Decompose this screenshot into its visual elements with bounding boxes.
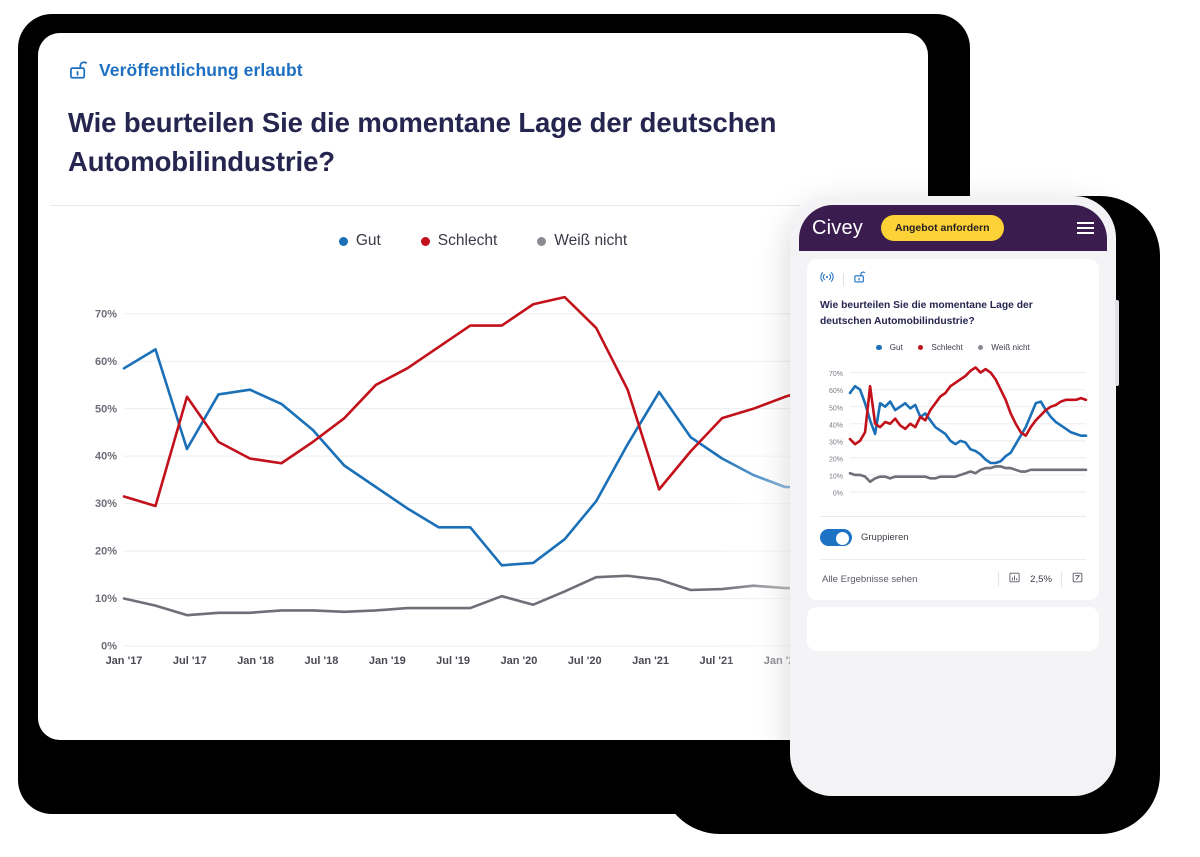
legend-item-gut[interactable]: Gut: [338, 232, 381, 250]
phone-legend-item-gut[interactable]: Gut: [876, 343, 903, 352]
phone-legend-item-weiss-nicht[interactable]: Weiß nicht: [977, 342, 1030, 352]
hamburger-menu-icon[interactable]: [1077, 221, 1094, 235]
phone-secondary-card: [807, 606, 1099, 651]
svg-text:Jan '19: Jan '19: [369, 655, 406, 667]
svg-text:70%: 70%: [829, 371, 843, 378]
svg-text:Jan '20: Jan '20: [500, 655, 537, 667]
confidence-percent: 2,5%: [1030, 574, 1052, 586]
legend-label-schlecht: Schlecht: [437, 232, 498, 250]
svg-text:60%: 60%: [829, 388, 843, 395]
header-divider: [50, 205, 800, 207]
page-title: Wie beurteilen Sie die momentane Lage de…: [68, 107, 777, 178]
footer-right-group: 2,5%: [998, 571, 1084, 589]
svg-text:10%: 10%: [829, 473, 843, 480]
phone-legend-dot-schlecht: [917, 344, 924, 351]
svg-text:30%: 30%: [95, 498, 117, 510]
phone-card-footer: Alle Ergebnisse sehen 2,5%: [820, 558, 1086, 591]
svg-text:Jul '21: Jul '21: [699, 655, 733, 667]
icon-divider: [843, 273, 844, 286]
phone-legend-label-gut: Gut: [889, 342, 903, 352]
group-toggle-switch[interactable]: [820, 528, 852, 546]
legend-label-gut: Gut: [355, 232, 381, 250]
phone-legend-dot-weiss-nicht: [977, 344, 984, 351]
svg-text:30%: 30%: [829, 439, 843, 446]
phone-chart-legend: Gut Schlecht Weiß nicht: [820, 343, 1086, 352]
phone-line-chart[interactable]: 0% 10% 20% 30% 40% 50% 60% 70%: [820, 358, 1092, 506]
phone-navbar: Civey Angebot anfordern: [799, 205, 1107, 251]
brand-logo[interactable]: Civey: [812, 216, 864, 239]
request-offer-button[interactable]: Angebot anfordern: [881, 215, 1004, 241]
phone-question-title: Wie beurteilen Sie die momentane Lage de…: [820, 300, 1033, 327]
svg-text:40%: 40%: [829, 422, 843, 429]
export-icon[interactable]: [1071, 571, 1084, 589]
svg-text:60%: 60%: [95, 356, 117, 368]
svg-text:Jan '21: Jan '21: [632, 655, 669, 667]
legend-dot-gut: [338, 236, 348, 246]
publish-status-label: Veröffentlichung erlaubt: [99, 59, 303, 80]
legend-item-schlecht[interactable]: Schlecht: [420, 232, 498, 250]
legend-dot-schlecht: [420, 236, 430, 246]
phone-mockup: Civey Angebot anfordern: [790, 196, 1119, 796]
phone-survey-card: Wie beurteilen Sie die momentane Lage de…: [807, 259, 1099, 600]
footer-divider-2: [1061, 572, 1062, 588]
phone-legend-item-schlecht[interactable]: Schlecht: [917, 342, 963, 352]
svg-text:Jan '17: Jan '17: [106, 655, 143, 667]
svg-text:Jul '20: Jul '20: [568, 655, 602, 667]
svg-text:0%: 0%: [833, 491, 843, 498]
svg-text:70%: 70%: [95, 308, 117, 320]
bar-chart-icon[interactable]: [1008, 571, 1021, 589]
svg-text:20%: 20%: [95, 546, 117, 558]
phone-chart-divider: [820, 515, 1086, 517]
svg-text:40%: 40%: [95, 451, 117, 463]
phone-side-button[interactable]: [1115, 300, 1119, 386]
footer-divider-1: [998, 572, 1000, 588]
svg-text:50%: 50%: [95, 403, 117, 415]
unlocked-padlock-icon: [853, 270, 867, 289]
all-results-link[interactable]: Alle Ergebnisse sehen: [822, 574, 918, 586]
svg-text:Jul '18: Jul '18: [305, 655, 339, 667]
legend-label-weiss-nicht: Weiß nicht: [554, 232, 628, 250]
svg-text:Jan '18: Jan '18: [237, 655, 274, 667]
broadcast-icon: [820, 270, 834, 289]
phone-screen: Civey Angebot anfordern: [799, 205, 1107, 787]
card-header: Veröffentlichung erlaubt Wie beurteilen …: [38, 33, 928, 181]
svg-text:Jul '19: Jul '19: [436, 655, 470, 667]
phone-content: Wie beurteilen Sie die momentane Lage de…: [799, 251, 1107, 787]
group-toggle-label: Gruppieren: [861, 531, 909, 543]
legend-item-weiss-nicht[interactable]: Weiß nicht: [537, 232, 627, 250]
svg-text:20%: 20%: [829, 456, 843, 463]
phone-legend-dot-gut: [876, 344, 882, 351]
svg-text:0%: 0%: [101, 641, 117, 653]
svg-text:Jul '17: Jul '17: [173, 655, 207, 667]
chart-legend: Gut Schlecht Weiß nicht: [38, 232, 928, 250]
publish-status-row: Veröffentlichung erlaubt: [68, 59, 898, 81]
svg-text:10%: 10%: [95, 593, 117, 605]
legend-dot-weiss-nicht: [537, 236, 547, 246]
unlocked-padlock-icon: [68, 59, 90, 81]
phone-legend-label-weiss-nicht: Weiß nicht: [991, 342, 1030, 352]
phone-icon-row: [820, 270, 1086, 289]
svg-text:50%: 50%: [829, 405, 843, 412]
phone-legend-label-schlecht: Schlecht: [931, 342, 963, 352]
group-toggle-row[interactable]: Gruppieren: [820, 517, 1086, 550]
